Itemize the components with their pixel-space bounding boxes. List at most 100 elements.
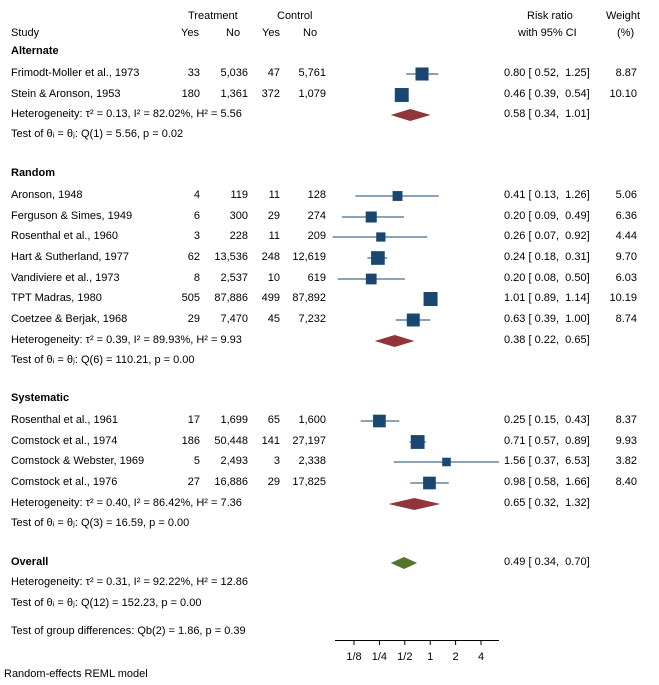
weight-value: 10.10 [609,88,637,100]
treatment-yes: 6 [193,210,200,222]
x-tick-label: 4 [478,651,484,663]
study-name: Aronson, 1948 [11,189,83,201]
heterogeneity-stats: Heterogeneity: τ² = 0.40, I² = 86.42%, H… [11,497,242,509]
rr-ci-text: 0.58 [ 0.34, 1.01] [504,108,590,120]
rr-ci-text: 1.01 [ 0.89, 1.14] [504,292,590,304]
control-no: 1,600 [298,414,326,426]
treatment-no: 119 [230,189,248,201]
treatment-yes: 4 [193,189,200,201]
weight-value: 6.36 [615,210,637,222]
study-name: Hart & Sutherland, 1977 [11,251,130,263]
x-tick-label: 1/2 [397,651,412,663]
header-weight-unit: (%) [617,27,635,39]
treatment-no: 2,537 [220,272,248,284]
treatment-yes: 27 [187,476,200,488]
control-yes: 29 [267,476,280,488]
study-name: Comstock et al., 1974 [11,435,118,447]
group-label: Random [11,167,55,179]
header-study: Study [11,27,40,39]
control-yes: 29 [267,210,280,222]
group-summary-diamond [390,109,431,121]
x-tick-label: 1/4 [372,651,387,663]
study-name: Comstock & Webster, 1969 [11,455,145,467]
treatment-yes: 180 [181,88,200,100]
control-yes: 47 [267,67,280,79]
header-risk-ratio: Risk ratio [527,10,573,22]
study-marker [442,457,451,467]
study-name: Coetzee & Berjak, 1968 [11,313,128,325]
weight-value: 9.70 [615,251,637,263]
control-no: 619 [307,272,326,284]
study-name: Vandiviere et al., 1973 [11,272,120,284]
header-ci: with 95% CI [518,27,577,39]
study-name: Rosenthal et al., 1961 [11,414,119,426]
x-tick-label: 2 [453,651,459,663]
study-marker [423,476,436,490]
rr-ci-text: 0.20 [ 0.08, 0.50] [504,272,590,284]
study-marker [415,67,429,81]
treatment-yes: 8 [193,272,200,284]
control-no: 274 [307,210,326,222]
control-yes: 3 [273,455,280,467]
control-no: 27,197 [292,435,326,447]
study-name: Stein & Aronson, 1953 [11,88,121,100]
group-summary-diamond [388,498,441,510]
control-no: 7,232 [298,313,326,325]
rr-ci-text: 0.24 [ 0.18, 0.31] [504,251,590,263]
treatment-no: 50,448 [214,435,248,447]
rr-ci-text: 0.80 [ 0.52, 1.25] [504,67,590,79]
weight-value: 8.87 [615,67,637,79]
weight-value: 9.93 [615,435,637,447]
treatment-yes: 33 [187,67,200,79]
rr-ci-text: 1.56 [ 0.37, 6.53] [504,455,590,467]
rr-ci-text: 0.49 [ 0.34, 0.70] [504,556,590,568]
treatment-no: 16,886 [214,476,248,488]
study-marker [406,313,420,327]
control-yes: 141 [261,435,280,447]
control-no: 128 [307,189,326,201]
rr-ci-text: 0.20 [ 0.09, 0.49] [504,210,590,222]
study-marker [373,414,386,428]
weight-value: 3.82 [615,455,637,467]
header-weight: Weight [606,10,641,22]
treatment-no: 5,036 [220,67,248,79]
rr-ci-text: 0.98 [ 0.58, 1.66] [504,476,590,488]
treatment-no: 87,886 [214,292,248,304]
group-label: Alternate [11,45,59,57]
study-marker [371,251,385,265]
model-note: Random-effects REML model [4,668,148,680]
study-name: Rosenthal et al., 1960 [11,230,119,242]
rr-ci-text: 0.38 [ 0.22, 0.65] [504,334,590,346]
study-name: Ferguson & Simes, 1949 [11,210,133,222]
treatment-no: 13,536 [214,251,248,263]
weight-value: 4.44 [615,230,637,242]
header-control: Control [277,10,313,22]
x-tick-label: 1/8 [346,651,361,663]
control-no: 12,619 [292,251,326,263]
rr-ci-text: 0.41 [ 0.13, 1.26] [504,189,590,201]
treatment-yes: 505 [181,292,200,304]
treatment-yes: 5 [193,455,200,467]
header-treatment-no: No [226,27,241,39]
control-yes: 11 [268,230,280,242]
control-yes: 10 [267,272,280,284]
control-no: 17,825 [292,476,326,488]
treatment-yes: 3 [193,230,200,242]
study-marker [423,292,438,306]
study-marker [365,273,377,285]
control-yes: 11 [268,189,280,201]
rr-ci-text: 0.71 [ 0.57, 0.89] [504,435,590,447]
homogeneity-test: Test of θᵢ = θⱼ: Q(3) = 16.59, p = 0.00 [11,517,190,529]
group-summary-diamond [374,335,415,347]
weight-value: 10.19 [609,292,637,304]
control-yes: 499 [261,292,280,304]
control-yes: 248 [261,251,280,263]
group-differences-test: Test of group differences: Qb(2) = 1.86,… [11,625,246,637]
study-name: TPT Madras, 1980 [11,292,102,304]
control-no: 5,761 [298,67,326,79]
treatment-no: 2,493 [220,455,248,467]
overall-label: Overall [11,556,49,568]
study-name: Frimodt-Moller et al., 1973 [11,67,140,79]
control-yes: 372 [261,88,280,100]
